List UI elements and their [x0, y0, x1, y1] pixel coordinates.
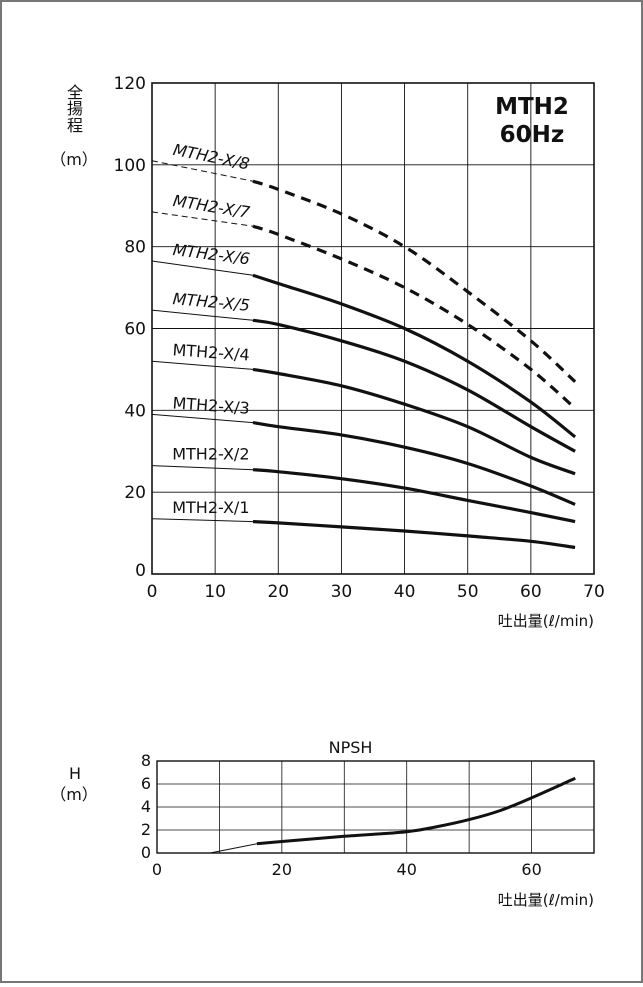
curve-extrapolation [151, 309, 254, 321]
head-curve-chart: 0 10 20 30 40 50 60 70 0 20 40 60 80 100 120 全揚程 （m） 吐出量(… [50, 74, 605, 630]
curve-extrapolation [151, 360, 254, 370]
npsh-y-tick-label: 6 [141, 774, 151, 793]
npsh-extrapolation [210, 843, 257, 854]
head-curve-4 [252, 367, 576, 476]
npsh-x-tick-label: 40 [397, 860, 417, 879]
y-axis-label-char: 揚 [67, 99, 83, 118]
npsh-y-tick-label: 8 [141, 751, 151, 770]
y-axis-unit: （m） [50, 150, 98, 169]
curve-label: MTH2-X/1 [172, 498, 249, 517]
y-tick-label: 20 [124, 483, 146, 503]
x-axis-label: 吐出量(ℓ/min) [498, 612, 594, 630]
curve-extrapolation [151, 413, 254, 424]
curve-extrapolation [151, 160, 254, 182]
x-tick-label: 40 [394, 582, 416, 602]
npsh-x-tick-label: 0 [152, 860, 162, 879]
chart-badge-frequency: 60Hz [500, 122, 565, 148]
y-tick-label: 60 [124, 320, 146, 340]
npsh-y-tick-label: 0 [141, 843, 151, 862]
x-tick-label: 30 [331, 582, 353, 602]
head-curve-5 [252, 318, 576, 453]
head-curve-6 [252, 273, 577, 439]
npsh-y-axis-label: H [69, 764, 81, 783]
npsh-x-tick-label: 60 [521, 860, 541, 879]
y-tick-label: 40 [124, 401, 146, 421]
x-tick-label: 10 [204, 582, 226, 602]
y-tick-label: 120 [114, 74, 146, 94]
curve-label: MTH2-X/2 [172, 445, 249, 464]
y-tick-label: 0 [135, 561, 146, 581]
curve-extrapolation [151, 518, 254, 523]
curve-extrapolation [151, 465, 254, 471]
x-tick-label: 50 [457, 582, 479, 602]
curve-extrapolation [151, 211, 254, 227]
npsh-x-axis-label: 吐出量(ℓ/min) [498, 891, 594, 909]
npsh-title: NPSH [329, 738, 373, 757]
y-axis-label-char: 程 [67, 116, 83, 135]
y-tick-label: 80 [124, 238, 146, 258]
curve-extrapolation [151, 260, 254, 276]
x-tick-label: 20 [267, 582, 289, 602]
head-curve-8 [252, 179, 577, 383]
y-axis-label-char: 全 [67, 83, 83, 102]
npsh-y-axis-unit: （m） [50, 785, 98, 804]
npsh-y-tick-label: 4 [141, 797, 151, 816]
npsh-y-tick-label: 2 [141, 820, 151, 839]
npsh-curve [256, 776, 576, 846]
chart-badge-model: MTH2 [495, 94, 569, 120]
npsh-x-tick-label: 20 [272, 860, 292, 879]
y-tick-label: 100 [114, 156, 146, 176]
head-curve-7 [252, 224, 577, 410]
x-tick-label: 70 [583, 582, 605, 602]
head-curve-1 [252, 520, 576, 549]
x-tick-label: 0 [147, 582, 158, 602]
head-curve-2 [252, 468, 576, 524]
x-tick-label: 60 [520, 582, 542, 602]
npsh-chart: 0 20 40 60 0 2 4 6 8 NPSH H （m） 吐出量(ℓ/min) [50, 738, 595, 909]
head-curve-3 [252, 421, 576, 506]
